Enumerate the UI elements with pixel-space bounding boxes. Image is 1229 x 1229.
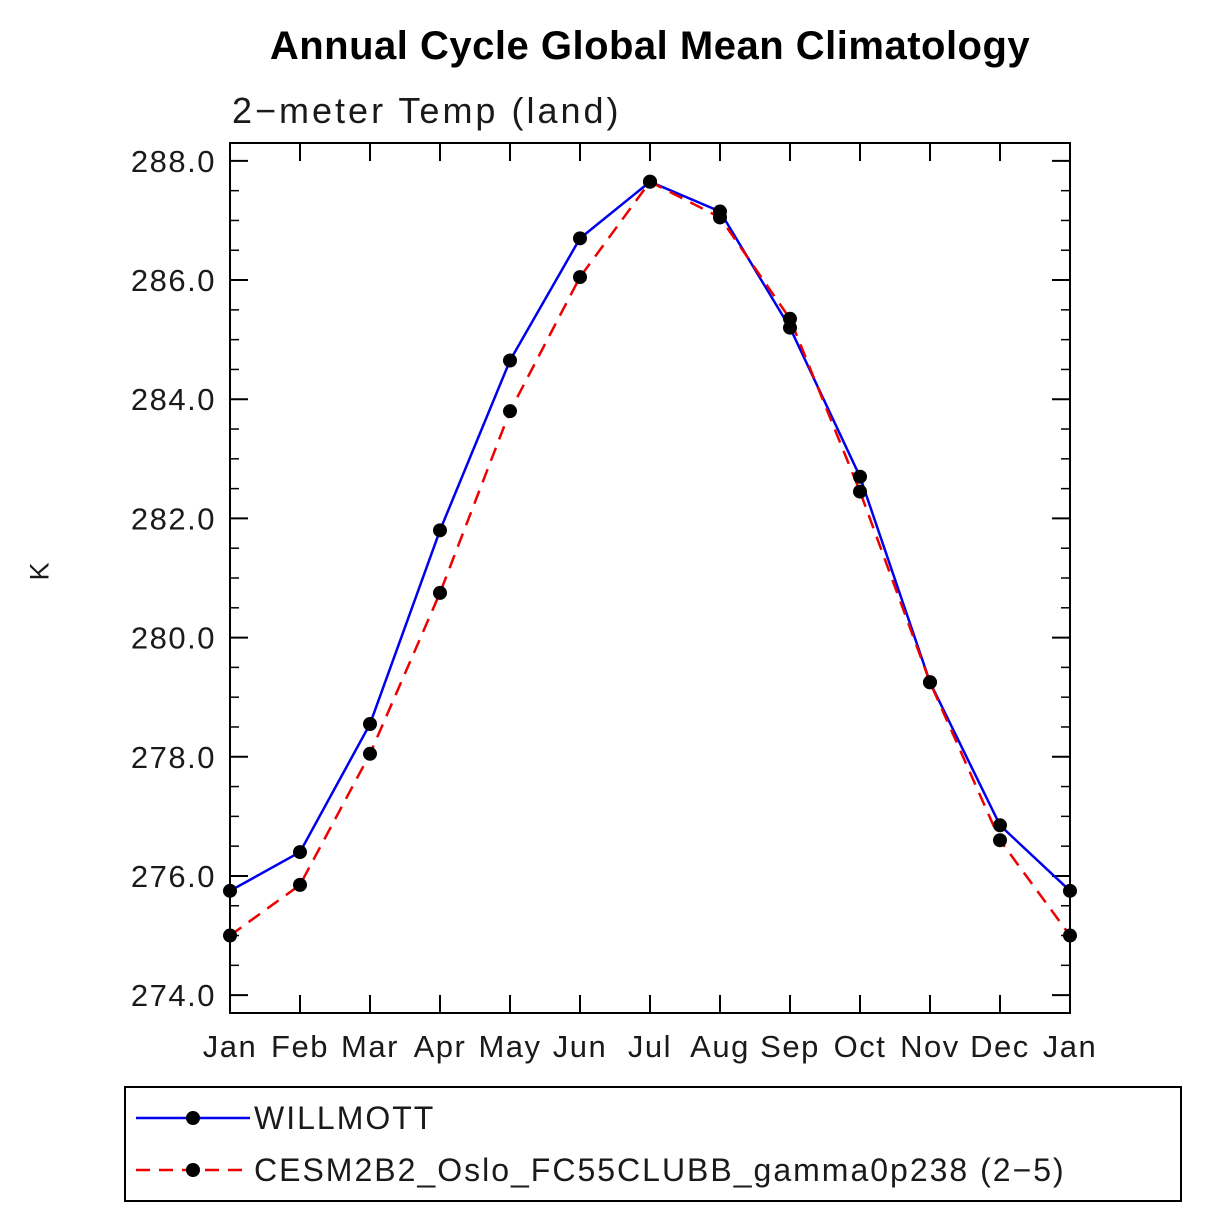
- x-tick-label: Nov: [900, 1029, 960, 1064]
- series-0-marker: [573, 231, 587, 246]
- y-tick-label: 288.0: [131, 144, 216, 179]
- x-tick-label: Mar: [341, 1029, 399, 1064]
- legend-item: WILLMOTT: [134, 1093, 1172, 1143]
- legend-item-label: CESM2B2_Oslo_FC55CLUBB_gamma0p238 (2−5): [254, 1151, 1066, 1188]
- plot-frame: [229, 142, 1071, 1014]
- series-1-marker: [643, 174, 657, 189]
- legend-box: WILLMOTT CESM2B2_Oslo_FC55CLUBB_gamma0p2…: [124, 1086, 1182, 1202]
- x-tick-label: Jan: [203, 1029, 257, 1064]
- series-1-marker: [433, 585, 447, 600]
- x-tick-label: Dec: [970, 1029, 1030, 1064]
- chart-title: Annual Cycle Global Mean Climatology: [269, 24, 1031, 68]
- line-chart: Jan Feb Mar Apr May Jun Jul Aug Sep Oct Nov Dec Jan 2…: [131, 142, 1097, 1064]
- x-tick-label: Feb: [271, 1029, 329, 1064]
- series-line-1: [229, 180, 1072, 937]
- x-tick-label: Jan: [1043, 1029, 1097, 1064]
- y-tick-label: 286.0: [131, 263, 216, 298]
- x-tick-label: Jun: [553, 1029, 607, 1064]
- legend-sample-line-dashed: [136, 1163, 250, 1177]
- legend-item: CESM2B2_Oslo_FC55CLUBB_gamma0p238 (2−5): [134, 1145, 1172, 1195]
- series-1-marker: [713, 210, 727, 225]
- x-tick-label: Apr: [414, 1029, 467, 1064]
- series-1-marker: [573, 270, 587, 285]
- y-tick-label: 284.0: [131, 382, 216, 417]
- series-0-marker: [853, 469, 867, 484]
- series-1-marker: [363, 746, 377, 761]
- x-tick-label: Jul: [628, 1029, 672, 1064]
- series-1-marker: [1063, 928, 1077, 943]
- legend-item-label: WILLMOTT: [254, 1099, 436, 1136]
- series-1-marker: [923, 675, 937, 690]
- series-0-marker: [503, 353, 517, 368]
- y-tick-label: 276.0: [131, 859, 216, 894]
- y-tick-label: 278.0: [131, 740, 216, 775]
- legend-sample-line-solid: [136, 1111, 250, 1125]
- y-tick-label: 274.0: [131, 978, 216, 1013]
- series-1-marker: [223, 928, 237, 943]
- series-1-marker: [503, 404, 517, 419]
- x-tick-label: Aug: [690, 1029, 750, 1064]
- series-0-marker: [1063, 883, 1077, 898]
- y-tick-label: 280.0: [131, 621, 216, 656]
- x-tick-label: Oct: [834, 1029, 887, 1064]
- series-1-marker: [993, 833, 1007, 848]
- series-1-marker: [293, 877, 307, 892]
- series-0-marker: [363, 716, 377, 731]
- series-0-marker: [993, 818, 1007, 833]
- chart-subtitle: 2−meter Temp (land): [232, 90, 622, 131]
- series-0-marker: [223, 883, 237, 898]
- series-0-marker: [433, 523, 447, 538]
- series-0-marker: [293, 845, 307, 860]
- series-1-marker: [853, 484, 867, 499]
- x-tick-label: May: [478, 1029, 541, 1064]
- x-tick-label: Sep: [760, 1029, 820, 1064]
- y-tick-label: 282.0: [131, 501, 216, 536]
- series-line-0: [229, 180, 1071, 892]
- series-1-marker: [783, 311, 797, 326]
